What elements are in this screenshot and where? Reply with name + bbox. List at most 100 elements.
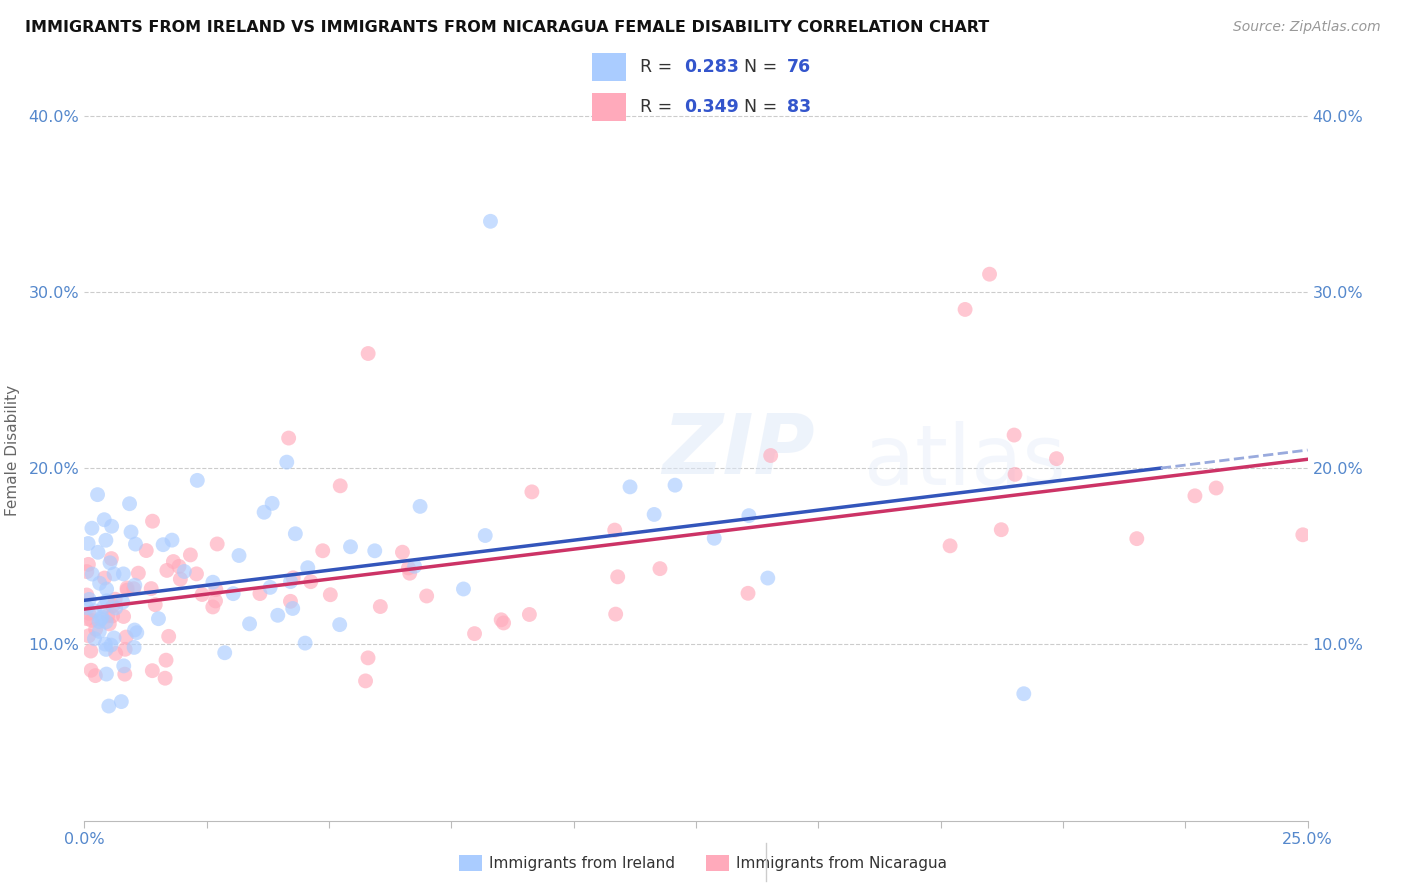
Point — [703, 531, 725, 545]
Text: ZIP: ZIP — [662, 410, 815, 491]
Point — [152, 538, 174, 552]
Point — [94, 615, 117, 629]
Point — [77, 558, 100, 572]
Text: R =: R = — [640, 58, 678, 76]
Point — [1012, 687, 1035, 701]
Bar — [592, 93, 626, 120]
Point — [101, 608, 124, 623]
Text: Source: ZipAtlas.com: Source: ZipAtlas.com — [1233, 20, 1381, 34]
Legend: Immigrants from Ireland, Immigrants from Nicaragua: Immigrants from Ireland, Immigrants from… — [453, 849, 953, 877]
Point — [756, 571, 779, 585]
Point — [77, 536, 100, 550]
Point — [80, 521, 103, 535]
Point — [157, 629, 180, 643]
Point — [1184, 489, 1206, 503]
Point — [953, 302, 976, 317]
Bar — [592, 54, 626, 81]
Point — [93, 599, 115, 614]
Point — [489, 613, 512, 627]
Point — [77, 629, 100, 643]
Point — [122, 640, 145, 655]
Point — [280, 574, 302, 589]
Point — [253, 505, 276, 519]
Point — [89, 624, 111, 639]
Point — [156, 563, 179, 577]
Point — [96, 582, 118, 596]
Point — [104, 600, 127, 615]
Point — [141, 582, 163, 596]
Point — [294, 636, 316, 650]
Point — [110, 695, 132, 709]
Point — [186, 474, 208, 488]
Point — [167, 559, 190, 574]
Point — [114, 667, 136, 681]
Point — [319, 588, 342, 602]
Point — [404, 559, 426, 574]
Point — [100, 519, 122, 533]
Point — [76, 600, 98, 615]
Point — [396, 561, 419, 575]
Point — [77, 607, 100, 621]
Point — [1205, 481, 1227, 495]
Point — [643, 508, 665, 522]
Point — [409, 500, 432, 514]
Point — [104, 646, 127, 660]
Point — [283, 571, 305, 585]
Point — [76, 588, 98, 602]
Point — [329, 617, 352, 632]
Point — [80, 644, 103, 658]
Point — [125, 625, 148, 640]
Point — [276, 455, 298, 469]
Point — [148, 612, 170, 626]
Point — [603, 523, 626, 537]
Point — [84, 668, 107, 682]
Point — [312, 543, 335, 558]
Point — [141, 514, 163, 528]
Point — [86, 488, 108, 502]
Point — [474, 528, 496, 542]
Point — [94, 533, 117, 548]
Text: 0.283: 0.283 — [683, 58, 738, 76]
Text: 83: 83 — [786, 98, 811, 116]
Point — [297, 560, 319, 574]
Point — [214, 646, 236, 660]
Point — [100, 638, 122, 652]
Point — [162, 555, 184, 569]
Point — [97, 699, 120, 714]
Point — [205, 582, 228, 597]
Point — [191, 587, 214, 601]
Point — [76, 565, 98, 579]
Point — [76, 612, 98, 626]
Point — [96, 594, 118, 608]
Point — [115, 581, 138, 595]
Point — [1004, 467, 1026, 482]
Point — [155, 653, 177, 667]
Point — [141, 664, 163, 678]
Point — [370, 599, 392, 614]
Point — [91, 610, 114, 624]
Point — [239, 616, 262, 631]
Point — [115, 583, 138, 598]
Text: 0.349: 0.349 — [683, 98, 738, 116]
Point — [186, 566, 208, 581]
Point — [104, 592, 127, 607]
Point — [84, 622, 107, 636]
Point — [339, 540, 361, 554]
Point — [124, 537, 146, 551]
Point — [93, 513, 115, 527]
Point — [222, 587, 245, 601]
Point — [201, 575, 224, 590]
Point — [82, 567, 104, 582]
Point — [160, 533, 183, 548]
Point — [605, 607, 627, 621]
Point — [127, 566, 149, 581]
Point — [453, 582, 475, 596]
Point — [80, 663, 103, 677]
Point — [281, 601, 304, 615]
Point — [1045, 451, 1067, 466]
Point — [1126, 532, 1149, 546]
Point — [87, 615, 110, 629]
Point — [90, 612, 112, 626]
Point — [664, 478, 686, 492]
Point — [267, 608, 290, 623]
